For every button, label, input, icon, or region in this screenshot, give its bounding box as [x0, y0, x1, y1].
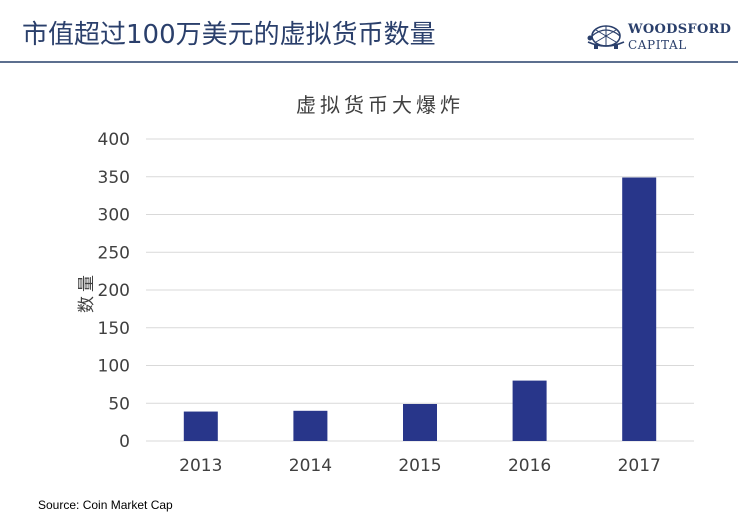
y-tick-label: 300	[98, 206, 130, 226]
header: 市值超过100万美元的虚拟货币数量 WOODSFORD CAPITAL	[0, 0, 738, 63]
y-tick-label: 200	[98, 281, 130, 301]
x-tick-labels: 2013 2014 2015 2016 2017	[179, 456, 661, 476]
bar-2014	[293, 410, 328, 441]
x-tick-label: 2014	[289, 456, 332, 476]
y-tick-label: 400	[98, 130, 130, 150]
y-tick-label: 100	[98, 357, 130, 377]
logo-line1: WOODSFORD	[628, 22, 732, 37]
x-tick-label: 2013	[179, 456, 222, 476]
y-tick-label: 50	[108, 394, 130, 414]
y-tick-labels: 0 50 100 150 200 250 300 350 400	[98, 130, 130, 452]
x-tick-label: 2015	[398, 456, 441, 476]
y-tick-label: 250	[98, 243, 130, 263]
page-title: 市值超过100万美元的虚拟货币数量	[22, 20, 436, 50]
bar-2017	[622, 177, 657, 441]
logo: WOODSFORD CAPITAL	[584, 18, 734, 58]
logo-line2: CAPITAL	[628, 38, 687, 52]
y-axis-label: 数量	[77, 271, 97, 313]
chart-title: 虚拟货币大爆炸	[296, 93, 464, 117]
y-tick-label: 350	[98, 168, 130, 188]
header-divider	[0, 61, 738, 63]
y-tick-label: 150	[98, 319, 130, 339]
y-tick-label: 0	[119, 432, 130, 452]
x-tick-label: 2017	[618, 456, 661, 476]
tortoise-globe-icon	[587, 25, 625, 49]
x-tick-label: 2016	[508, 456, 551, 476]
grid-lines	[146, 138, 694, 442]
bar-2015	[403, 404, 437, 441]
bar-2016	[512, 380, 547, 441]
source-note: Source: Coin Market Cap	[38, 498, 173, 512]
bar-chart: 虚拟货币大爆炸 数量 0 50 100 150 200 250 300 350 400 2013…	[77, 93, 694, 476]
bar-2013	[183, 411, 218, 441]
bars	[183, 177, 657, 441]
